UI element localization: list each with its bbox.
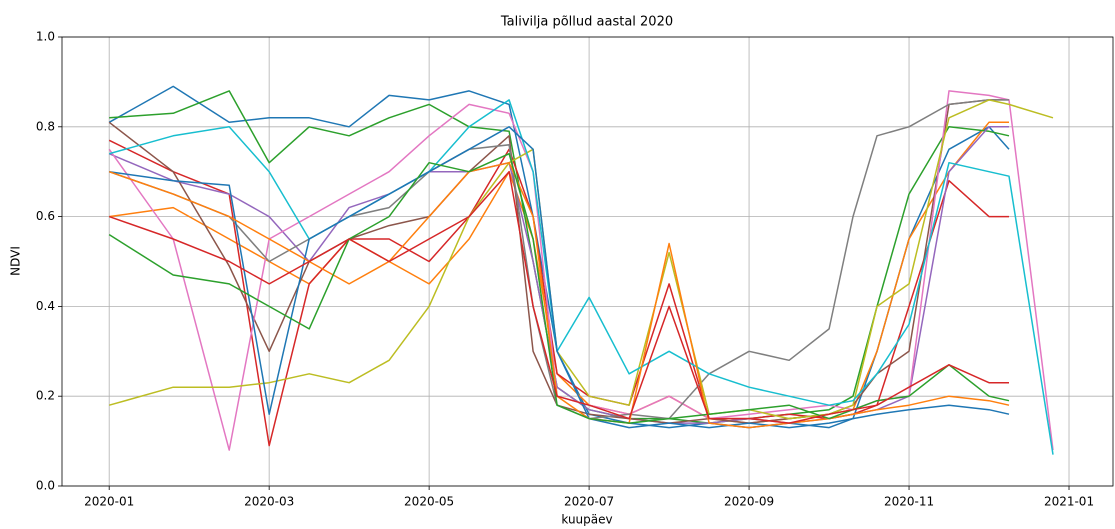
plot-frame bbox=[61, 36, 1114, 487]
series-line bbox=[109, 126, 1010, 429]
x-tick-label: 2020-03 bbox=[244, 495, 294, 509]
x-axis-label: kuupäev bbox=[561, 513, 612, 527]
x-tick-label: 2020-05 bbox=[404, 495, 454, 509]
y-tick-label: 0.6 bbox=[36, 209, 55, 223]
y-axis-label: NDVI bbox=[9, 246, 23, 276]
x-tick-label: 2020-01 bbox=[84, 495, 134, 509]
y-tick-label: 0.2 bbox=[36, 389, 55, 403]
x-tick-label: 2020-07 bbox=[564, 495, 614, 509]
y-tick-label: 0.8 bbox=[36, 119, 55, 133]
series-line bbox=[108, 152, 1010, 424]
x-tick-label: 2020-09 bbox=[724, 495, 774, 509]
series-line bbox=[108, 99, 1054, 420]
series-line bbox=[108, 170, 1009, 424]
y-tick-label: 1.0 bbox=[36, 30, 55, 44]
y-tick-label: 0.4 bbox=[36, 299, 55, 313]
chart-title: Talivilja põllud aastal 2020 bbox=[500, 15, 673, 30]
x-tick-label: 2021-01 bbox=[1044, 495, 1094, 509]
x-tick-label: 2020-11 bbox=[884, 495, 934, 509]
y-tick-label: 0.0 bbox=[36, 479, 55, 493]
